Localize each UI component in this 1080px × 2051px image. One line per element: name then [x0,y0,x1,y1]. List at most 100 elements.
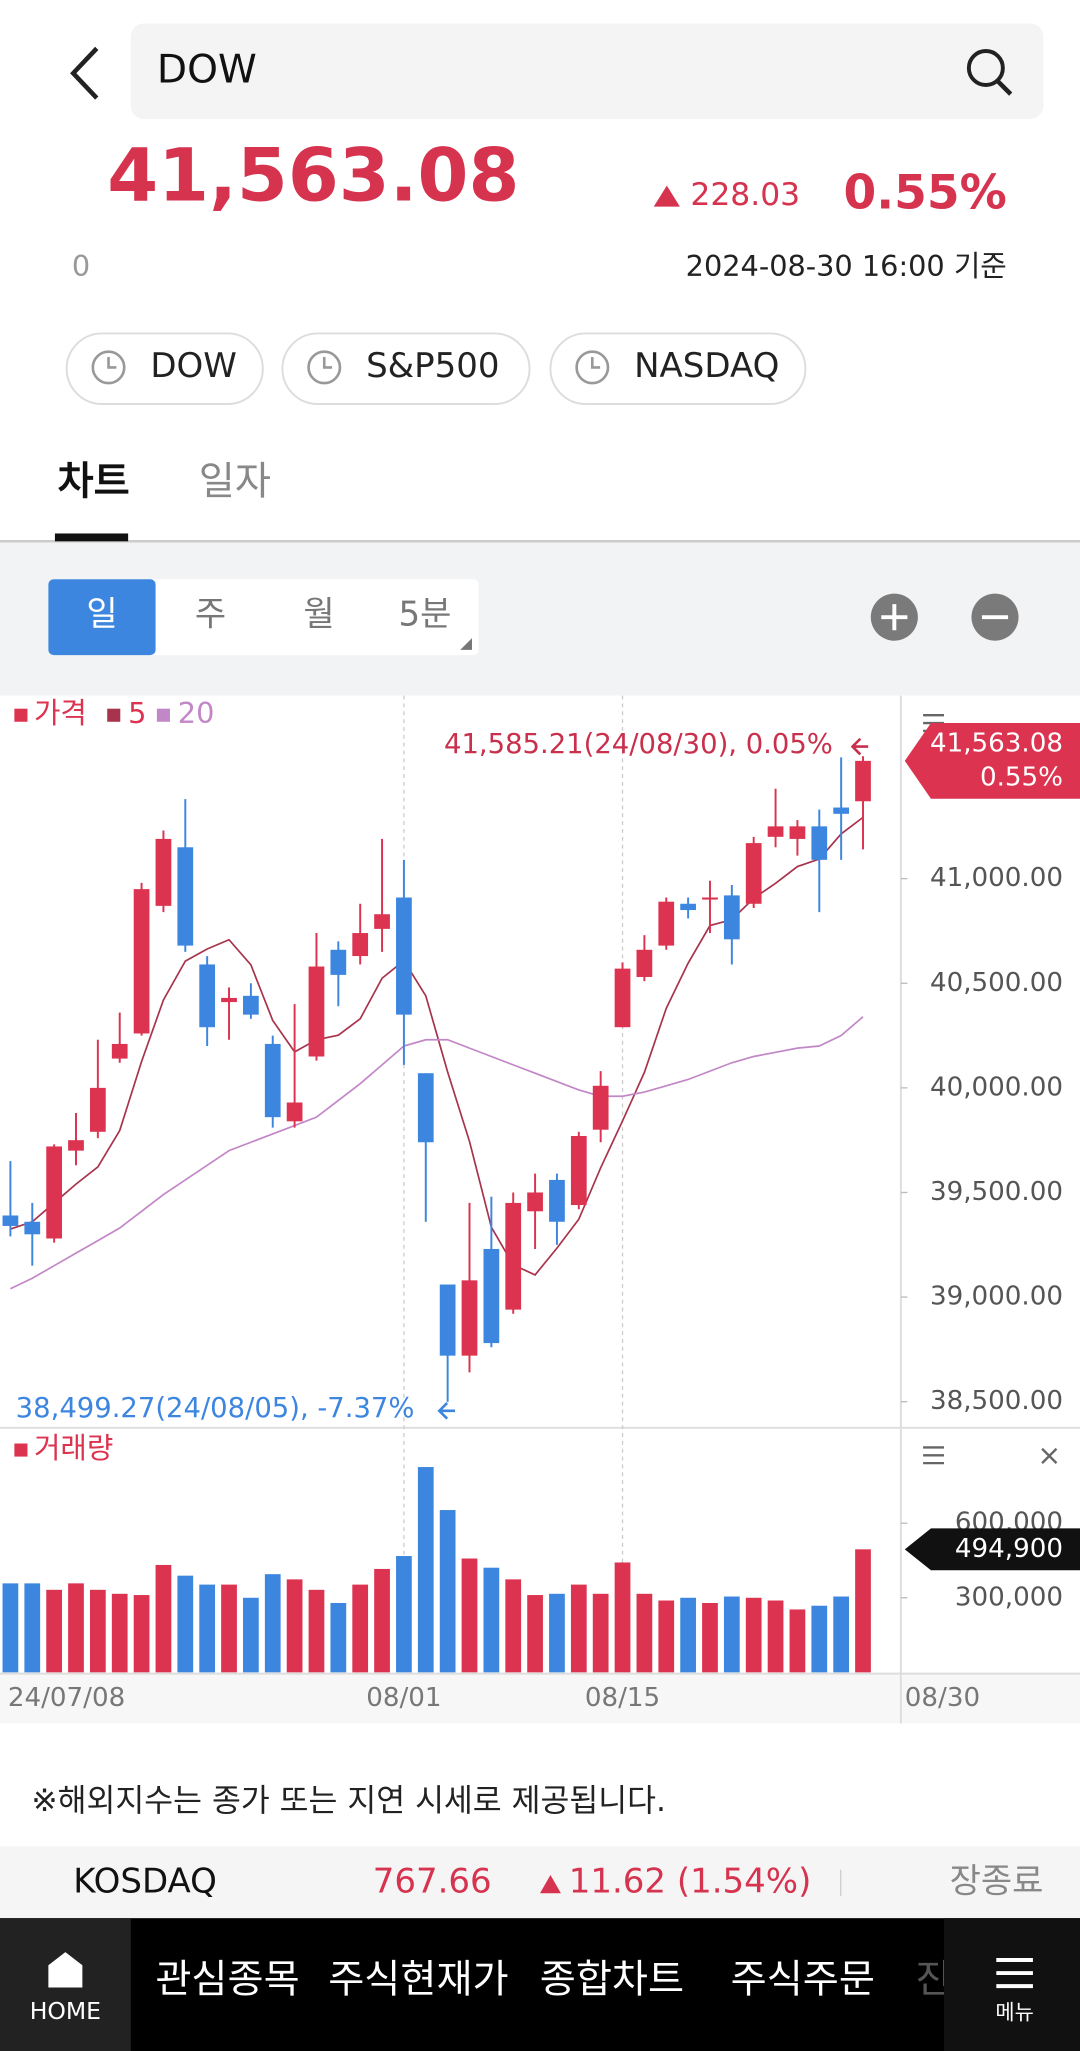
nav-item[interactable]: 관심종목 [155,1958,299,2003]
candle-body [264,1043,281,1118]
volume-bar [614,1562,631,1673]
volume-bar [330,1602,347,1673]
volume-bar [133,1595,150,1673]
x-tick-label: 08/30 [905,1683,980,1713]
volume-bar [680,1597,696,1673]
timestamp: 2024-08-30 16:00 기준 [686,249,1007,283]
candle-body [745,843,762,904]
chip[interactable] [65,332,264,406]
chip[interactable] [549,332,807,406]
volume-bar [745,1597,762,1673]
volume-bar [483,1567,500,1673]
volume-bar [111,1593,128,1673]
candle-body [483,1248,500,1344]
price-tags: 41,563.08 0.55% 494,900 [904,722,1080,1571]
search-box[interactable] [130,23,1044,119]
ticker-status: 장종료 [950,1861,1044,1901]
price: 41,563.08 [107,133,519,218]
candle-body [221,997,237,1003]
candle-body [286,1102,303,1122]
y-tick-label: 39,500.00 [930,1177,1063,1207]
ticker-price: 767.66 [373,1861,492,1901]
clock-hand [590,356,601,369]
zoom-out[interactable] [971,593,1019,641]
candle-body [592,1085,609,1130]
volume-bar [549,1593,565,1673]
volume-bar [177,1575,194,1673]
volume-bar [308,1589,325,1673]
ticker-name: KOSDAQ [73,1861,217,1901]
ticker-bar[interactable] [0,1846,1080,1919]
ma-line [10,816,864,1276]
candle-body [636,949,653,977]
notice: ※해외지수는 종가 또는 지연 시세로 제공됩니다. [31,1783,666,1819]
zoom-in[interactable] [870,593,918,641]
nav-label: 메뉴 [995,2001,1033,2025]
nav-items: 관심종목 주식현재가 종합차트 주식주문 진 [155,1958,951,2003]
period-button[interactable]: 일 [86,594,117,634]
legend-swatch [14,708,28,722]
period-button[interactable]: 주 [195,594,226,634]
candle-body [308,966,325,1057]
candle-body [155,838,172,906]
clock-hand [322,356,333,369]
chip-label: S&P500 [366,346,499,386]
volume-bar [286,1579,303,1673]
search-icon[interactable] [966,49,1013,96]
volume-bar [46,1589,63,1673]
tab[interactable]: 차트 [58,459,130,504]
candle-body [177,847,194,946]
volume: 0 [72,249,90,283]
volume-bar [68,1583,84,1673]
candle-body [461,1280,478,1356]
legend-swatch [107,708,121,722]
volume-bar [199,1584,216,1673]
price-tag-pct: 0.55% [980,762,1063,792]
ticker-change: 11.62 (1.54%) [569,1861,812,1901]
x-tick-label: 08/01 [366,1683,441,1713]
candle-body [352,933,369,957]
volume-bar [702,1602,718,1673]
change: 228.03 [690,177,800,213]
low-annotation: 38,499.27(24/08/05), -7.37% [16,1393,415,1424]
period-button[interactable]: 5분 [398,594,451,634]
nav-label: HOME [30,1997,101,2025]
candle-body [2,1215,19,1226]
candle-body [89,1087,106,1132]
candle-body [680,903,696,911]
nav-item[interactable]: 종합차트 [540,1958,684,2003]
candle-body [417,1073,434,1143]
volume-bar [374,1568,390,1673]
candle-body [833,807,850,814]
y-tick-label: 39,000.00 [930,1282,1063,1312]
chip[interactable] [281,332,531,406]
volume-bar [439,1510,456,1673]
nav-bar [0,1918,1080,2051]
candle-body [199,964,216,1028]
candle-body [24,1221,41,1235]
nav-item[interactable]: 진 [915,1958,951,2003]
candle-body [527,1192,543,1212]
x-tick-label: 08/15 [585,1683,660,1713]
candle-body [570,1135,587,1206]
volume-bar [570,1584,587,1673]
back-button[interactable] [70,46,99,100]
menu-icon[interactable] [923,1446,945,1465]
candle-body [396,897,412,1015]
volume-bar [527,1595,543,1673]
tab[interactable]: 일자 [199,459,271,504]
close-icon[interactable] [1041,1447,1058,1464]
y-tick-label: 40,500.00 [930,968,1063,998]
volume-bar [833,1596,850,1673]
volume-bar [811,1605,828,1673]
y-tick-label: 38,500.00 [930,1386,1063,1416]
tab-divider [0,540,1080,543]
nav-item[interactable]: 주식주문 [731,1958,875,2003]
up-arrow [540,1875,561,1894]
period-button[interactable]: 월 [303,594,334,634]
candle-body [46,1146,63,1239]
nav-item[interactable]: 주식현재가 [328,1958,508,2003]
candle-body [723,895,740,940]
volume-bar [636,1593,653,1673]
up-arrow [653,185,680,207]
